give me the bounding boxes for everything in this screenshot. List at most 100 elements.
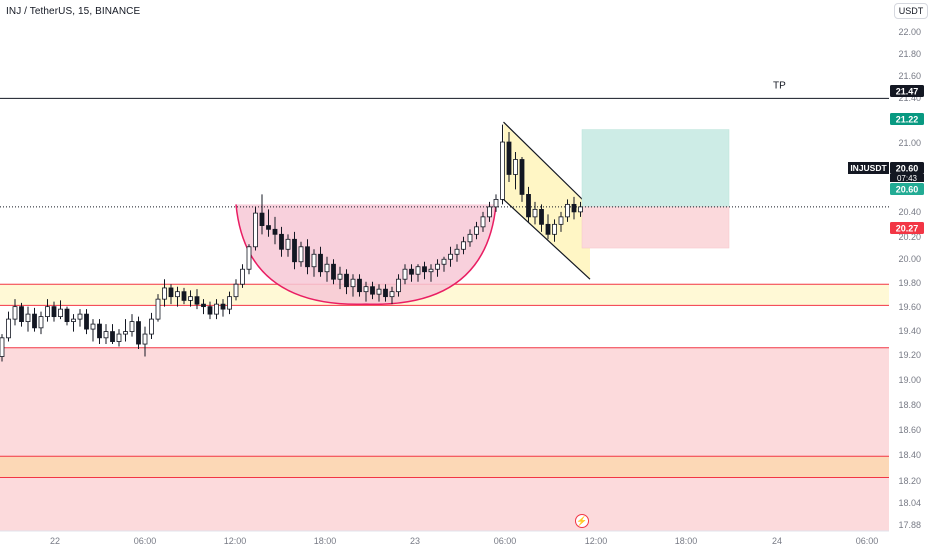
- y-tick-label: 20.20: [898, 232, 921, 242]
- candle: [292, 231, 297, 270]
- candle: [383, 284, 388, 302]
- candle: [0, 334, 5, 362]
- candle: [578, 201, 583, 217]
- x-tick-label: 18:00: [314, 536, 337, 546]
- price-badge-last_price: [890, 162, 924, 174]
- candle-body-up: [58, 308, 63, 318]
- zone-1: [0, 347, 889, 531]
- time-axis[interactable]: 22 06:00 12:00 18:00 23 06:00 12:00 18:00 24 06:0…: [0, 530, 889, 546]
- candle: [461, 236, 466, 255]
- candle: [64, 306, 70, 326]
- candle: [97, 319, 102, 345]
- candle-body-up: [246, 246, 252, 270]
- candle: [480, 211, 486, 232]
- flag-upper-line: [503, 121, 591, 208]
- candle: [500, 124, 505, 205]
- tp-label: TP: [773, 80, 786, 91]
- candle: [415, 264, 421, 282]
- candle-body-up: [240, 268, 245, 285]
- candle-body-up: [435, 263, 440, 270]
- candle: [370, 281, 375, 300]
- long-position-tool[interactable]: [581, 129, 730, 249]
- candle-body-down: [357, 278, 362, 293]
- candle-body-down: [506, 141, 512, 175]
- y-tick-label: 19.20: [898, 350, 921, 360]
- candle-body-down: [370, 286, 375, 295]
- candle: [32, 307, 37, 332]
- candle-body-up: [77, 313, 83, 320]
- y-tick-label: 21.60: [898, 71, 921, 81]
- candle: [149, 312, 154, 340]
- candle-body-down: [305, 246, 310, 268]
- candle-body-up: [513, 159, 518, 175]
- candle-body-down: [136, 321, 141, 345]
- candle: [389, 286, 395, 305]
- candle: [350, 274, 356, 297]
- price-badge-text: 20.60: [896, 164, 919, 174]
- y-tick-label: 18.80: [898, 400, 921, 410]
- price-axis[interactable]: 22.00 21.80 21.60 21.40 21.00 20.40 20.20 20.00…: [898, 27, 921, 530]
- candle: [136, 316, 141, 350]
- y-tick-label: 18.04: [898, 498, 921, 508]
- candle: [214, 299, 219, 320]
- y-tick-label: 19.80: [898, 278, 921, 288]
- candle: [110, 324, 115, 345]
- candle-body-down: [318, 253, 323, 273]
- candle: [539, 204, 544, 232]
- candle: [38, 311, 44, 335]
- x-tick-label: 12:00: [224, 536, 247, 546]
- candle-body-up: [227, 296, 232, 310]
- x-tick-label: 18:00: [675, 536, 698, 546]
- x-tick-label: 24: [772, 536, 782, 546]
- candle-body-up: [0, 337, 5, 357]
- candle-body-down: [97, 323, 102, 339]
- candle-body-down: [168, 287, 174, 298]
- candle-body-down: [422, 266, 427, 273]
- candle: [71, 314, 76, 332]
- candle-body-up: [376, 288, 382, 295]
- zone-2: [0, 456, 889, 478]
- price-badge-tp_line: [890, 85, 924, 97]
- candle-body-down: [519, 159, 525, 195]
- candle: [175, 286, 180, 307]
- cup-curve: [235, 204, 497, 305]
- flag-channel-fill: [503, 122, 590, 280]
- candle: [435, 259, 440, 277]
- candle: [207, 301, 213, 320]
- candle: [233, 279, 239, 301]
- candle: [279, 226, 284, 257]
- position-loss-zone[interactable]: [581, 206, 730, 249]
- candle-body-down: [279, 233, 284, 250]
- candle: [487, 201, 492, 222]
- candle: [77, 309, 83, 327]
- candle-body-up: [103, 331, 109, 339]
- candle-body-up: [350, 278, 356, 288]
- y-tick-label: 22.00: [898, 27, 921, 37]
- position-profit-zone[interactable]: [581, 129, 730, 208]
- candle-body-down: [220, 303, 226, 310]
- candle-body-up: [298, 246, 304, 263]
- candle: [324, 256, 330, 282]
- countdown-badge: [890, 174, 924, 182]
- candle: [129, 314, 135, 337]
- candle: [266, 209, 271, 237]
- price-badge-stop: [890, 222, 924, 234]
- candle-body-up: [532, 208, 538, 218]
- candle-body-down: [19, 306, 24, 323]
- currency-button[interactable]: USDT: [894, 3, 928, 19]
- candle: [422, 261, 427, 280]
- candle-body-up: [90, 323, 96, 330]
- candle-body-down: [181, 291, 187, 301]
- candle-body-down: [32, 313, 37, 329]
- candle-body-up: [155, 298, 161, 320]
- candle-body-down: [571, 203, 577, 213]
- lightning-icon[interactable]: ⚡: [575, 514, 589, 528]
- candle-body-down: [194, 296, 200, 305]
- candle-body-up: [487, 206, 492, 218]
- candle: [441, 256, 447, 272]
- candle-body-up: [116, 333, 122, 342]
- candle-body-up: [285, 238, 291, 250]
- candle: [123, 319, 128, 342]
- candle: [259, 194, 265, 235]
